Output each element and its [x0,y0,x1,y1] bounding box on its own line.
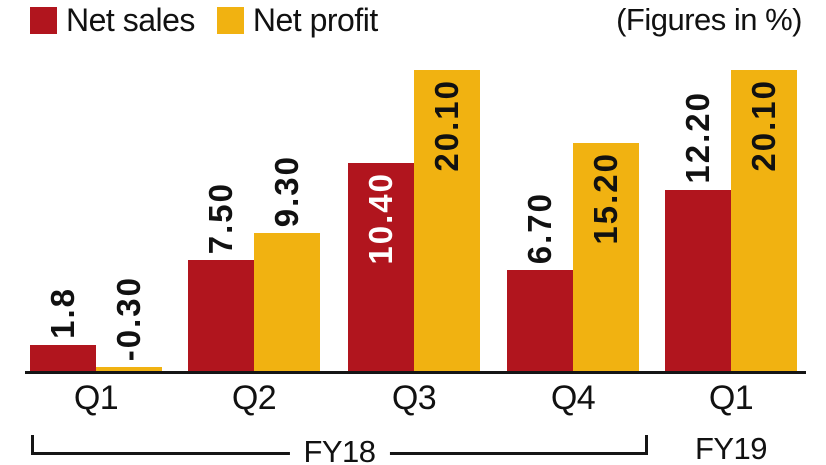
legend-label-net-sales: Net sales [66,2,195,38]
bar-net-profit-fy18-q1: -0.30 [96,276,162,372]
x-label-fy18-q3: Q3 [391,379,437,417]
legend-label-net-profit: Net profit [252,2,378,38]
legend: Net sales Net profit [30,3,378,37]
bar-net-sales-fy18-q4: 6.70 [507,192,573,372]
bar-net-profit-fy18-q3: 20.10 [414,70,480,372]
bar-net-sales-fy18-q1: 1.8 [30,287,96,372]
bar-net-profit-fy18-q4: 15.20 [573,143,639,372]
bar-net-sales-fy19-q1: 12.20 [665,91,731,372]
value-label-net-profit-fy18-q1: -0.30 [110,275,147,361]
value-label-net-sales-fy18-q3: 10.40 [362,172,399,265]
value-label-net-profit-fy18-q3: 20.10 [428,79,465,172]
value-label-net-profit-fy18-q4: 15.20 [587,152,624,245]
fy19-label: FY19 [694,431,768,465]
x-label-fy18-q2: Q2 [231,379,277,417]
figures-unit-note: (Figures in %) [616,2,802,37]
value-label-net-sales-fy18-q4: 6.70 [521,191,558,264]
fy18-bracket: FY18 [31,435,648,465]
fy18-label: FY18 [289,436,390,465]
x-label-fy18-q4: Q4 [550,379,596,417]
value-label-net-profit-fy19-q1: 20.10 [745,79,782,172]
value-label-net-sales-fy18-q1: 1.8 [44,287,81,339]
bar-net-profit-fy19-q1: 20.10 [731,70,797,372]
value-label-net-profit-fy18-q2: 9.30 [268,154,305,227]
value-label-net-sales-fy18-q2: 7.50 [202,181,239,254]
legend-item-net-profit: Net profit [216,2,378,38]
x-label-fy18-q1: Q1 [73,379,119,417]
x-axis-line [25,371,806,374]
bar-net-sales-fy18-q2: 7.50 [188,182,254,372]
net-sales-color-swatch-icon [30,6,57,34]
bar-net-sales-fy18-q3: 10.40 [348,163,414,372]
value-label-net-sales-fy19-q1: 12.20 [679,91,716,184]
bar-net-profit-fy18-q2: 9.30 [254,155,320,372]
legend-item-net-sales: Net sales [30,3,195,37]
x-label-fy19-q1: Q1 [708,379,754,417]
net-profit-color-swatch-icon [216,6,244,34]
